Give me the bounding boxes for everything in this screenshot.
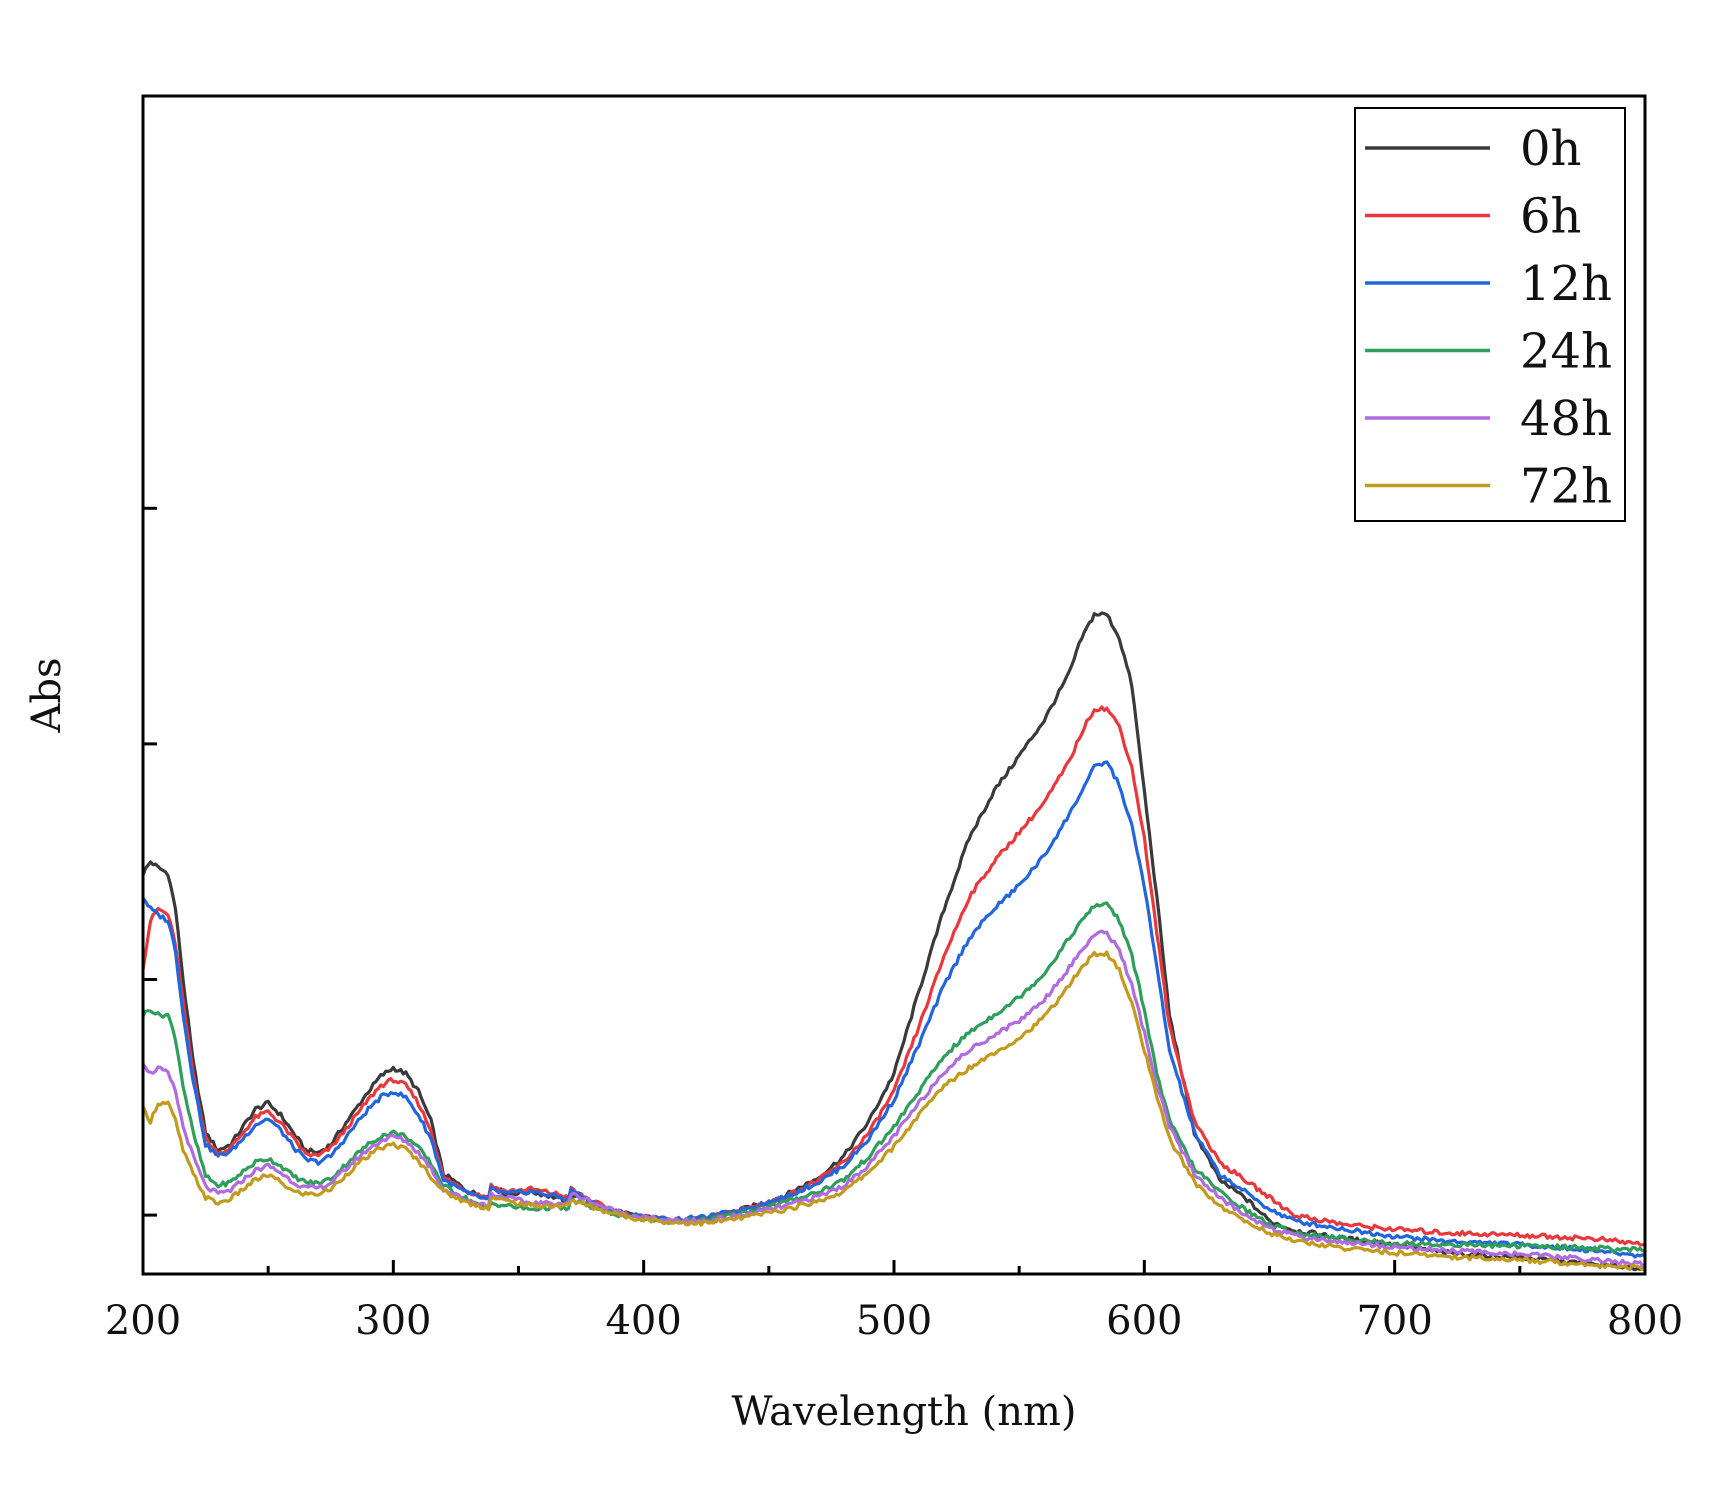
series-line-0h — [143, 611, 1645, 1272]
legend-box — [1354, 107, 1626, 522]
series-line-48h — [143, 929, 1645, 1268]
series-line-72h — [143, 950, 1645, 1271]
x-tick-label-200: 200 — [105, 1298, 181, 1344]
series-line-24h — [143, 901, 1645, 1253]
x-tick-label-400: 400 — [605, 1298, 681, 1344]
series-line-6h — [143, 705, 1645, 1247]
legend-label-72h: 72h — [1520, 459, 1612, 515]
plot-area — [143, 611, 1645, 1272]
x-tick-label-800: 800 — [1607, 1298, 1683, 1344]
legend-label-48h: 48h — [1520, 391, 1612, 447]
y-axis-title: Abs — [24, 657, 70, 733]
x-tick-label-600: 600 — [1106, 1298, 1182, 1344]
series-line-12h — [143, 760, 1645, 1259]
legend: 0h 6h 12h 24h 48h 72h — [1354, 107, 1626, 522]
x-tick-label-300: 300 — [355, 1298, 431, 1344]
legend-label-0h: 0h — [1520, 121, 1581, 177]
legend-label-12h: 12h — [1520, 256, 1612, 312]
x-tick-label-700: 700 — [1356, 1298, 1432, 1344]
axes: 200 300 400 500 600 700 800 Wavelength (nm) Abs — [24, 94, 1683, 1435]
legend-label-24h: 24h — [1520, 324, 1612, 380]
x-tick-label-500: 500 — [856, 1298, 932, 1344]
x-axis-title: Wavelength (nm) — [731, 1389, 1076, 1435]
legend-label-6h: 6h — [1520, 189, 1581, 245]
